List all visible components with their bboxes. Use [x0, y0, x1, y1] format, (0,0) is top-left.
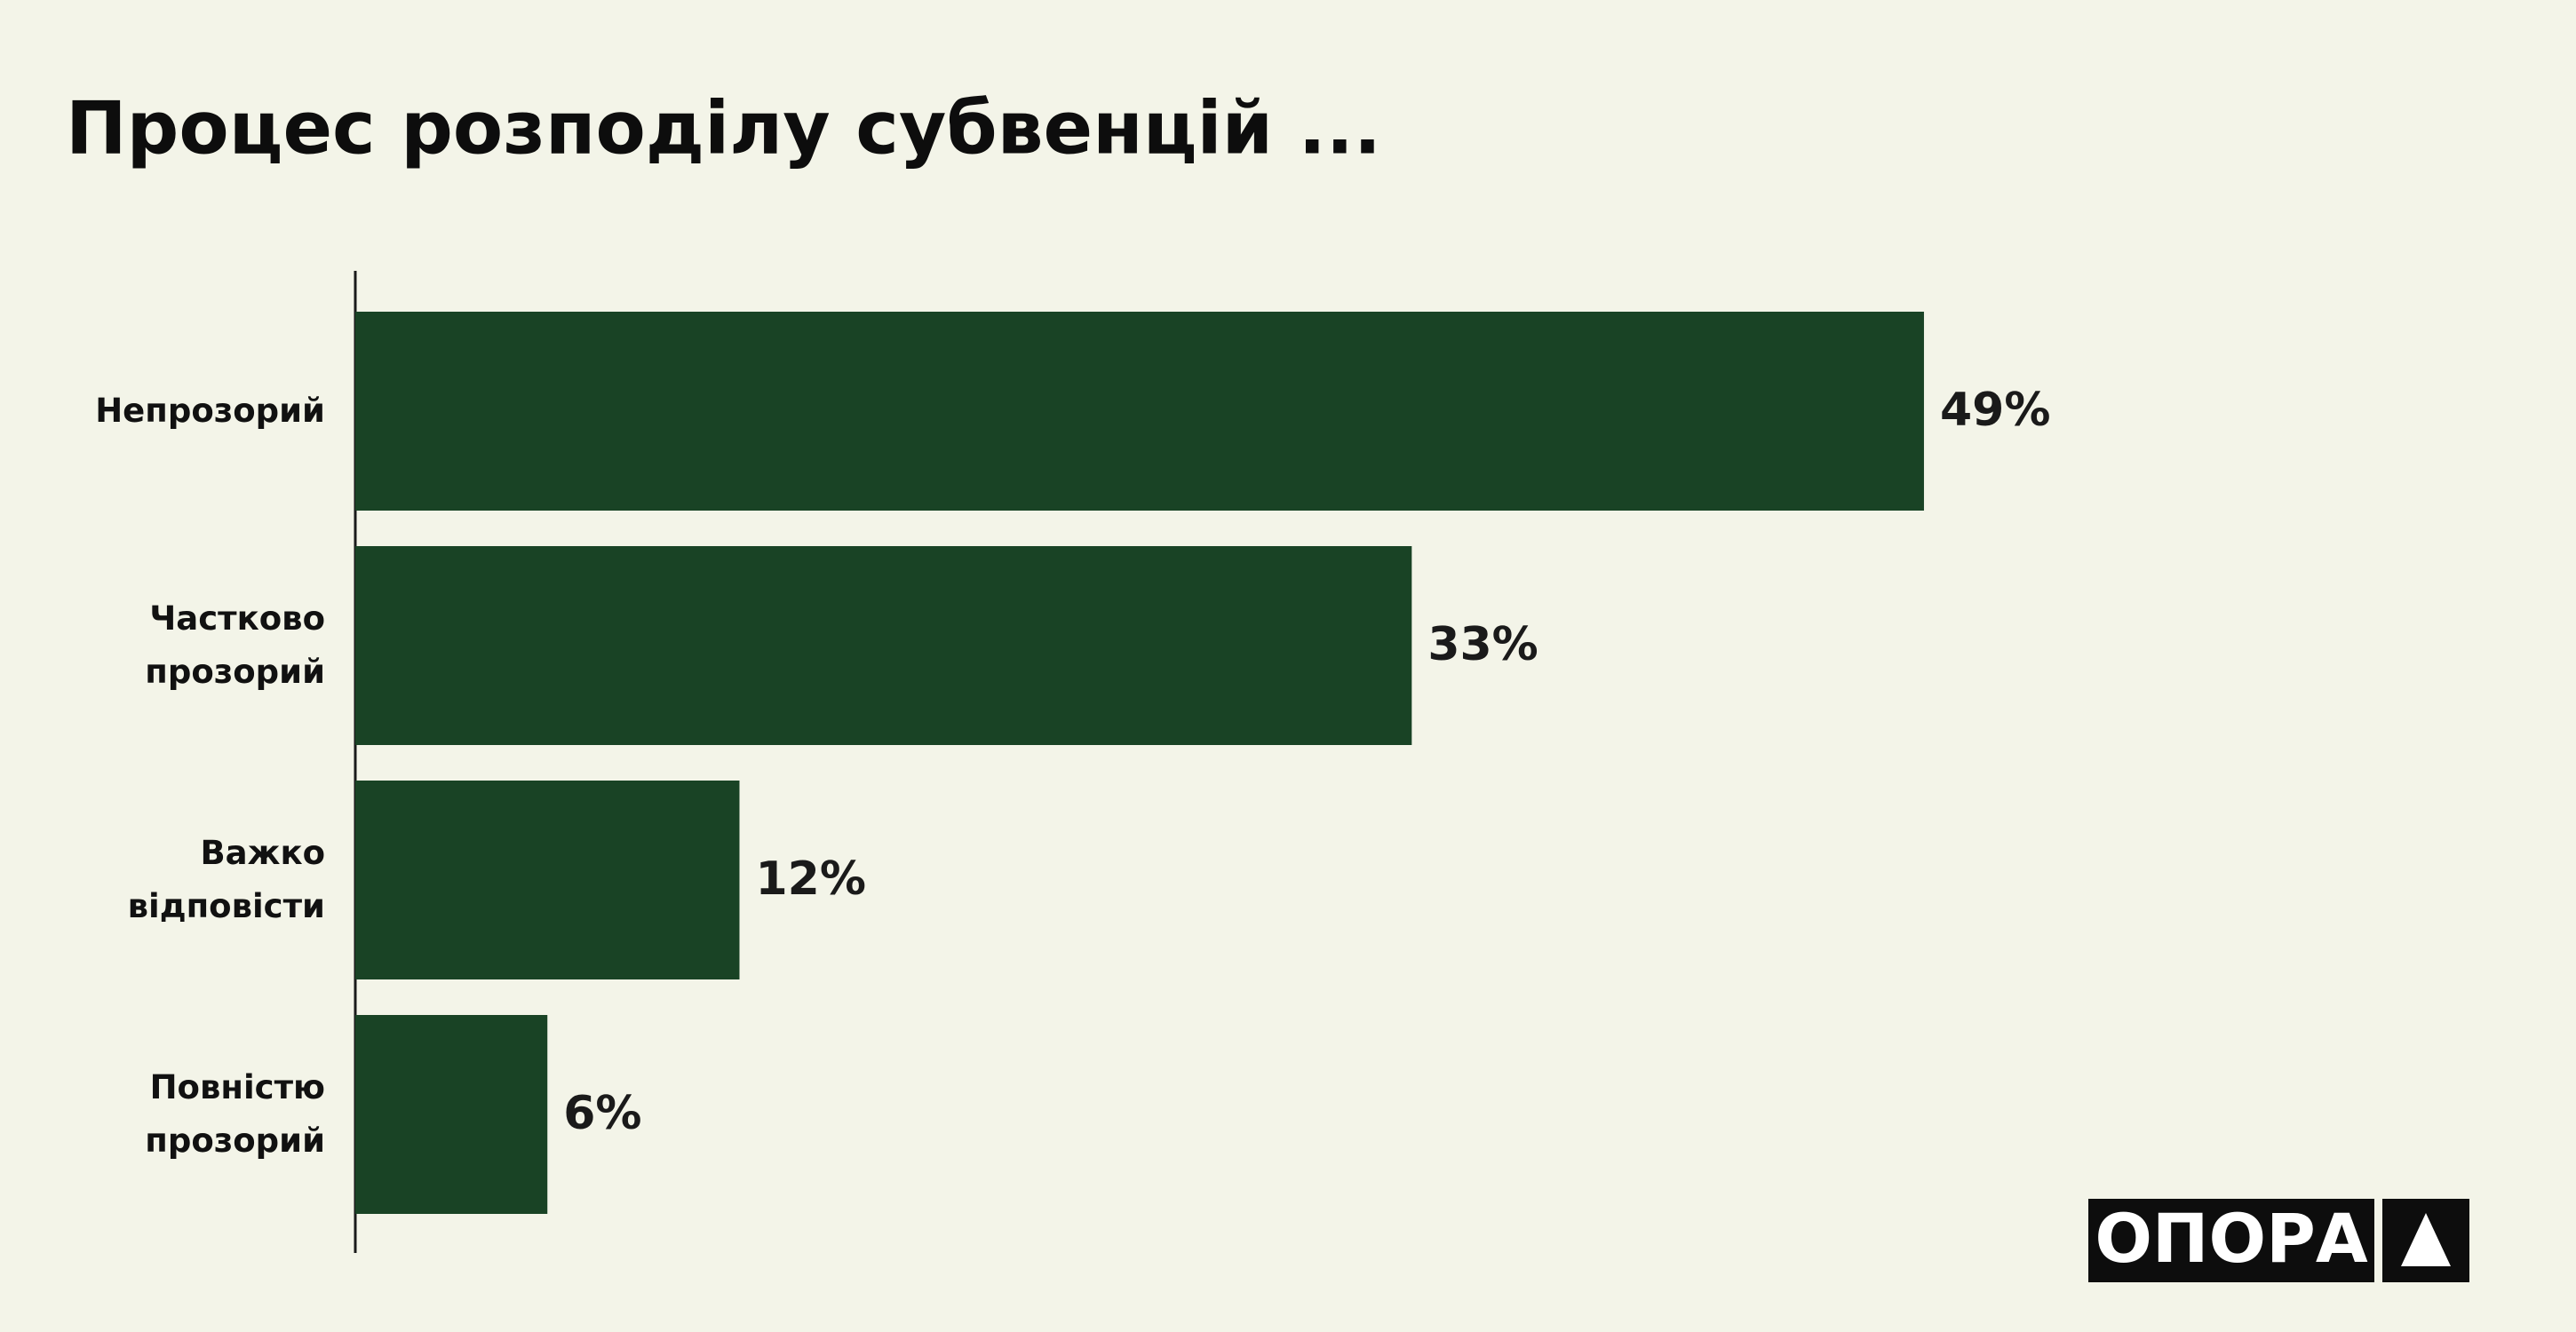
category-label: Повністю прозорий — [145, 1068, 325, 1160]
bar — [355, 1015, 548, 1214]
bar — [355, 781, 740, 979]
chart-title: Процес розподілу субвенцій ... — [66, 86, 1381, 170]
value-label: 33% — [1427, 618, 1538, 671]
category-label: Частково прозорий — [145, 599, 325, 691]
logo-box — [2088, 1199, 2374, 1282]
category-label: Важко відповісти — [127, 834, 325, 925]
bar — [355, 312, 1924, 511]
value-label: 49% — [1940, 384, 2050, 437]
category-label: Непрозорий — [95, 392, 325, 430]
logo-triangle — [2401, 1213, 2451, 1266]
value-label: 6% — [563, 1087, 641, 1140]
value-label: 12% — [755, 852, 865, 906]
bar — [355, 546, 1412, 745]
logo-text: ОПОРА — [2095, 1199, 2368, 1278]
